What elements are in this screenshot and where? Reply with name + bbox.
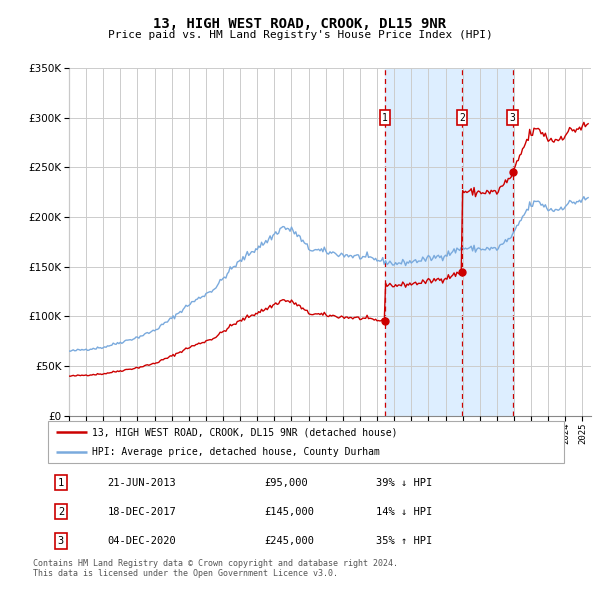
Text: £95,000: £95,000 [265, 477, 308, 487]
Text: 04-DEC-2020: 04-DEC-2020 [107, 536, 176, 546]
Text: 35% ↑ HPI: 35% ↑ HPI [376, 536, 432, 546]
Text: This data is licensed under the Open Government Licence v3.0.: This data is licensed under the Open Gov… [33, 569, 338, 578]
Text: 18-DEC-2017: 18-DEC-2017 [107, 507, 176, 517]
Text: Price paid vs. HM Land Registry's House Price Index (HPI): Price paid vs. HM Land Registry's House … [107, 30, 493, 40]
Text: £145,000: £145,000 [265, 507, 315, 517]
Text: £245,000: £245,000 [265, 536, 315, 546]
Text: 1: 1 [58, 477, 64, 487]
Text: Contains HM Land Registry data © Crown copyright and database right 2024.: Contains HM Land Registry data © Crown c… [33, 559, 398, 568]
Text: 13, HIGH WEST ROAD, CROOK, DL15 9NR (detached house): 13, HIGH WEST ROAD, CROOK, DL15 9NR (det… [92, 427, 397, 437]
Text: 3: 3 [58, 536, 64, 546]
FancyBboxPatch shape [48, 421, 564, 463]
Bar [385, 68, 512, 416]
Text: 14% ↓ HPI: 14% ↓ HPI [376, 507, 432, 517]
Text: 3: 3 [509, 113, 515, 123]
Text: 39% ↓ HPI: 39% ↓ HPI [376, 477, 432, 487]
Text: 13, HIGH WEST ROAD, CROOK, DL15 9NR: 13, HIGH WEST ROAD, CROOK, DL15 9NR [154, 17, 446, 31]
Text: HPI: Average price, detached house, County Durham: HPI: Average price, detached house, Coun… [92, 447, 380, 457]
Text: 2: 2 [58, 507, 64, 517]
Text: 2: 2 [459, 113, 465, 123]
Text: 1: 1 [382, 113, 388, 123]
Text: 21-JUN-2013: 21-JUN-2013 [107, 477, 176, 487]
